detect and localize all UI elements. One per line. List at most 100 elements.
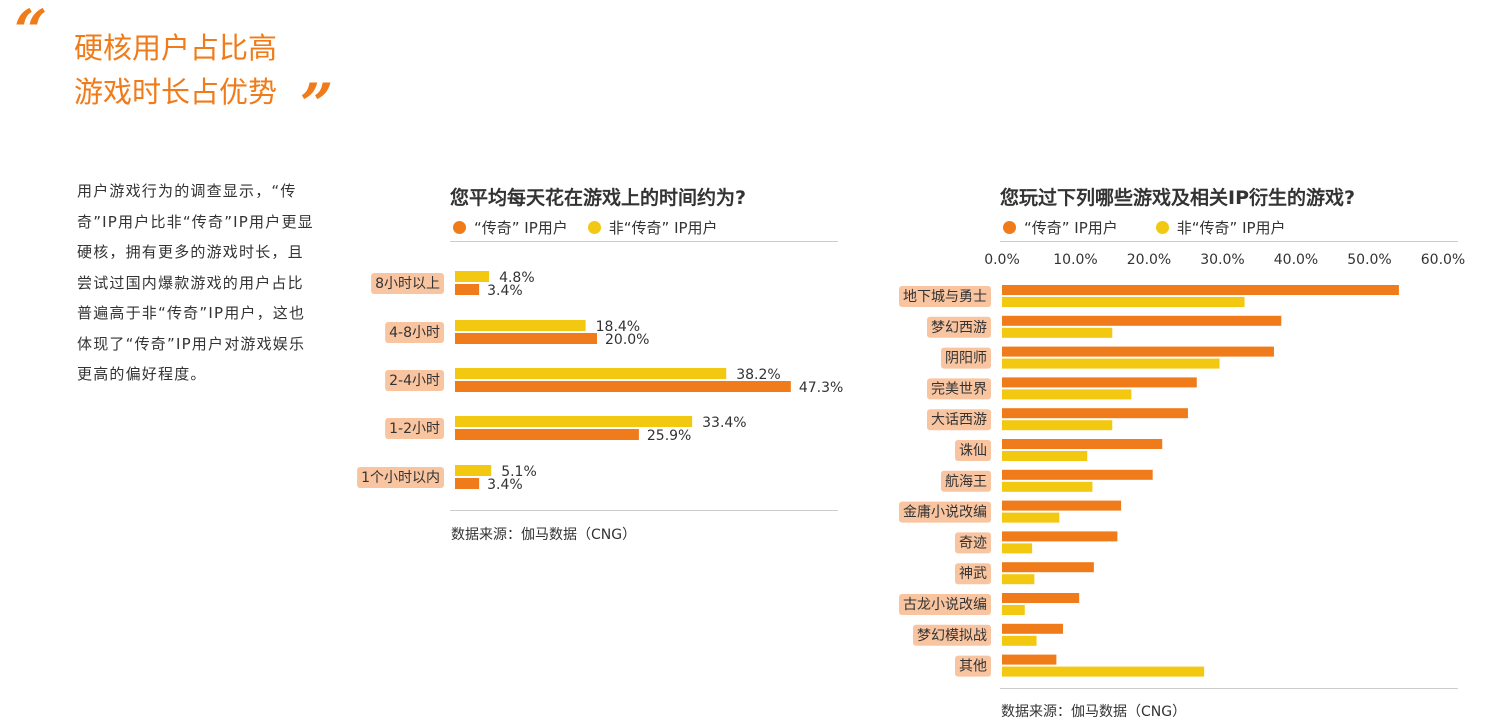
chart2-bar-non-legend bbox=[1002, 420, 1113, 431]
chart2-bar-non-legend bbox=[1002, 481, 1093, 492]
chart1-category-label-bg bbox=[385, 418, 444, 439]
chart1-legend-item-legend: “传奇” IP用户 bbox=[453, 217, 568, 238]
chart2-legend-item-legend: “传奇” IP用户 bbox=[1003, 217, 1118, 238]
chart1-legend-label-legend: “传奇” IP用户 bbox=[474, 219, 568, 237]
chart1-value-label-non-legend: 4.8% bbox=[499, 270, 535, 286]
chart1-value-label-non-legend: 38.2% bbox=[736, 367, 780, 383]
chart2-legend-label-non-legend: 非“传奇” IP用户 bbox=[1176, 219, 1286, 237]
chart2-bar-legend bbox=[1002, 623, 1064, 634]
chart1-category-label: 1个小时以内 bbox=[361, 470, 440, 486]
chart2-category-label-bg bbox=[927, 378, 991, 400]
chart2-legend-item-non-legend: 非“传奇” IP用户 bbox=[1155, 217, 1286, 238]
chart2-x-tick-label: 0.0% bbox=[984, 252, 1020, 268]
chart2-category-label: 大话西游 bbox=[931, 412, 987, 428]
chart1-category-label: 4-8小时 bbox=[389, 325, 440, 341]
chart2-category-label-bg bbox=[899, 594, 991, 615]
chart2-bar-legend bbox=[1002, 593, 1080, 603]
chart2-bar-legend bbox=[1002, 562, 1094, 573]
chart2-category-label-bg bbox=[941, 470, 991, 492]
chart2-category-label-bg bbox=[899, 286, 991, 307]
chart1-category-label-bg bbox=[385, 322, 444, 343]
chart2-category-label: 奇迹 bbox=[959, 534, 987, 551]
chart1-category-label-bg bbox=[357, 467, 444, 488]
chart2-bar-legend bbox=[1002, 346, 1274, 357]
chart2-category-label: 古龙小说改编 bbox=[903, 597, 987, 613]
chart1-bar-legend bbox=[455, 333, 597, 344]
chart2-bar-non-legend bbox=[1002, 635, 1037, 646]
intro-paragraph: 用户游戏行为的调查显示，“传奇”IP用户比非“传奇”IP用户更显硬核，拥有更多的… bbox=[77, 182, 314, 383]
chart2-bar-non-legend bbox=[1002, 358, 1220, 369]
chart2-category-label-bg bbox=[913, 624, 991, 646]
chart2-bar-non-legend bbox=[1002, 451, 1088, 461]
chart2-bar-legend bbox=[1002, 377, 1197, 388]
chart2-category-label-bg bbox=[927, 316, 991, 338]
chart1-source: 数据来源：伽马数据（CNG） bbox=[451, 527, 637, 543]
chart2-category-label: 地下城与勇士 bbox=[903, 289, 987, 305]
chart2-bar-legend bbox=[1002, 500, 1122, 511]
chart2-category-label: 诛仙 bbox=[959, 443, 987, 459]
chart1-value-label-non-legend: 18.4% bbox=[596, 319, 640, 335]
chart2-bar-legend bbox=[1002, 469, 1153, 480]
chart1-value-label-legend: 3.4% bbox=[487, 283, 523, 299]
chart2-bar-non-legend bbox=[1002, 389, 1132, 400]
chart2-x-tick-label: 10.0% bbox=[1053, 252, 1097, 268]
headline: 硬核用户占比高 游戏时长占优势 bbox=[74, 26, 277, 114]
chart2-category-label-bg bbox=[927, 409, 991, 431]
chart2-x-tick-label: 30.0% bbox=[1200, 252, 1244, 268]
chart2-bar-non-legend bbox=[1002, 574, 1035, 585]
headline-line-1: 硬核用户占比高 bbox=[74, 31, 278, 65]
chart2-category-label-bg bbox=[955, 655, 991, 677]
chart2-category-label: 梦幻模拟战 bbox=[917, 628, 987, 644]
chart2-bar-non-legend bbox=[1002, 666, 1205, 677]
legend-dot-icon bbox=[1003, 221, 1016, 234]
chart2-bar-non-legend bbox=[1002, 605, 1025, 615]
chart2-bottom-rule bbox=[1000, 688, 1458, 689]
chart1-legend-item-non-legend: 非“传奇” IP用户 bbox=[587, 217, 718, 238]
chart1-legend: “传奇” IP用户 非“传奇” IP用户 bbox=[453, 217, 738, 238]
chart1-bar-legend bbox=[455, 284, 480, 295]
chart1-bar-legend bbox=[455, 381, 791, 392]
chart1-category-label-bg bbox=[385, 370, 444, 391]
chart1-value-label-non-legend: 5.1% bbox=[501, 464, 537, 480]
chart1-bar-legend bbox=[455, 429, 639, 440]
chart2-top-rule bbox=[1000, 241, 1458, 242]
chart2-bar-non-legend bbox=[1002, 512, 1060, 523]
chart2-category-label: 完美世界 bbox=[931, 381, 987, 397]
chart2-category-label: 梦幻西游 bbox=[931, 320, 987, 336]
chart1-legend-label-non-legend: 非“传奇” IP用户 bbox=[608, 219, 718, 237]
legend-dot-icon bbox=[1155, 221, 1169, 234]
chart1-category-label: 8小时以上 bbox=[375, 276, 440, 292]
chart2-category-label: 神武 bbox=[959, 566, 987, 582]
chart1-bar-non-legend bbox=[455, 368, 727, 379]
chart1-bar-non-legend bbox=[455, 416, 693, 427]
chart2-category-label-bg bbox=[955, 532, 991, 554]
chart1-bar-legend bbox=[455, 478, 480, 489]
legend-dot-icon bbox=[453, 221, 466, 234]
chart2-x-tick-label: 40.0% bbox=[1274, 252, 1318, 268]
chart2-bar-legend bbox=[1002, 408, 1188, 419]
chart2-bar-non-legend bbox=[1002, 327, 1113, 338]
chart1-top-rule bbox=[450, 241, 838, 242]
chart2-category-label: 金庸小说改编 bbox=[903, 504, 987, 521]
chart2-category-label-bg bbox=[941, 347, 991, 369]
chart2-legend-label-legend: “传奇” IP用户 bbox=[1024, 219, 1118, 237]
chart1-value-label-legend: 20.0% bbox=[605, 332, 649, 348]
chart2-category-label-bg bbox=[955, 440, 991, 461]
chart2-bar-legend bbox=[1002, 315, 1282, 326]
chart2-category-label: 航海王 bbox=[945, 474, 987, 490]
chart1-value-label-non-legend: 33.4% bbox=[702, 415, 746, 431]
chart2-category-label-bg bbox=[955, 563, 991, 585]
chart2-legend: “传奇” IP用户 非“传奇” IP用户 bbox=[1003, 217, 1306, 238]
chart2-bar-non-legend bbox=[1002, 543, 1033, 554]
chart2-title: 您玩过下列哪些游戏及相关IP衍生的游戏? bbox=[1000, 187, 1356, 209]
chart2-category-label-bg bbox=[899, 501, 991, 523]
chart1-value-label-legend: 47.3% bbox=[799, 380, 843, 396]
chart2-bar-non-legend bbox=[1002, 297, 1245, 307]
chart2-x-tick-label: 60.0% bbox=[1421, 252, 1465, 268]
chart2-source: 数据来源：伽马数据（CNG） bbox=[1001, 704, 1187, 720]
chart2-category-label: 阴阳师 bbox=[945, 351, 987, 367]
headline-line-2: 游戏时长占优势 bbox=[74, 75, 278, 109]
chart1-value-label-legend: 3.4% bbox=[487, 477, 523, 493]
chart2-x-tick-label: 50.0% bbox=[1347, 252, 1391, 268]
